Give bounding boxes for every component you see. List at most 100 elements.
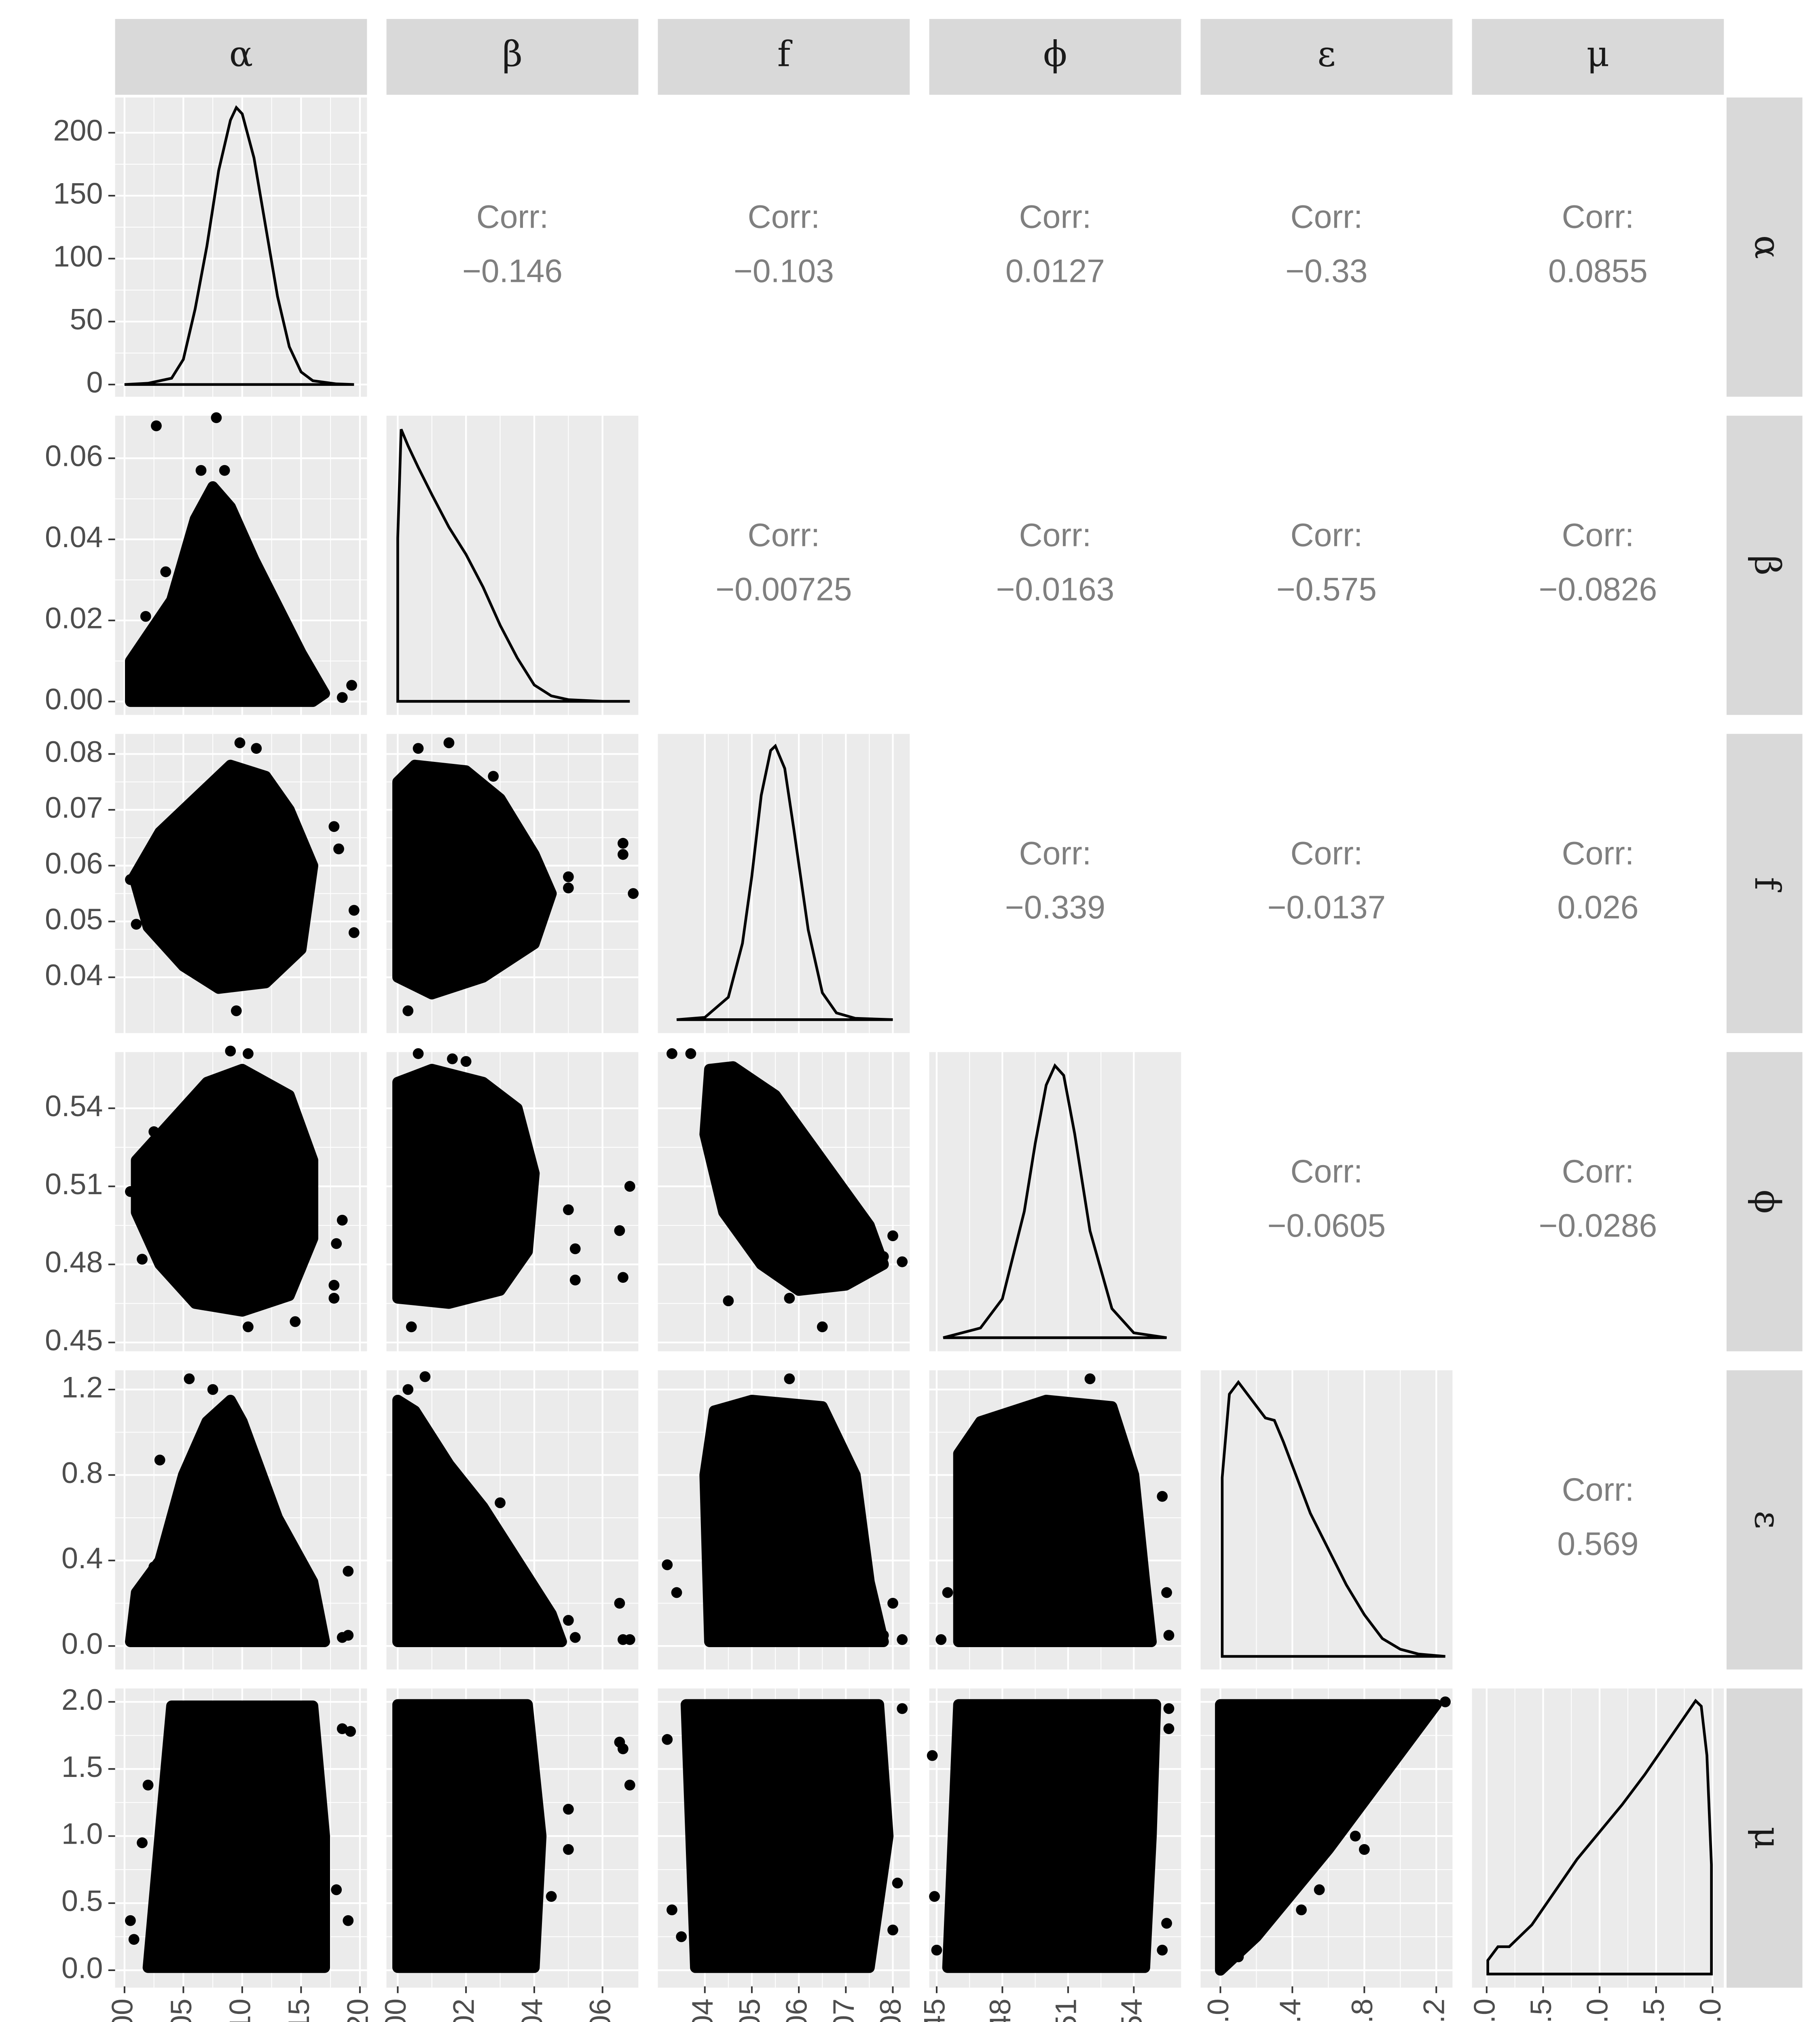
point [343, 1915, 354, 1926]
y-tick-label: 150 [53, 176, 103, 210]
point [685, 1048, 696, 1059]
corr-value: 0.569 [1557, 1526, 1638, 1562]
point [243, 1048, 254, 1059]
y-tick-label: 1.0 [61, 1817, 103, 1851]
y-tick-label: 0.06 [45, 439, 103, 473]
point [563, 1204, 574, 1215]
x-tick-label: 0.02 [447, 1999, 480, 2022]
panel-background [386, 415, 639, 715]
corr-value: −0.103 [734, 253, 834, 290]
point [617, 838, 629, 849]
x-tick-label: 0.0 [1201, 1999, 1235, 2022]
point [624, 1634, 635, 1645]
point-cloud [131, 1064, 318, 1317]
density-curve [124, 105, 354, 386]
point [234, 737, 245, 749]
point [569, 1243, 581, 1254]
y-tick-label: 0.07 [45, 791, 103, 824]
point [488, 771, 499, 782]
point [512, 1951, 523, 1963]
point [460, 1056, 472, 1067]
panel-background [115, 97, 367, 397]
point [125, 1915, 136, 1926]
x-tick-label: 0.015 [282, 1999, 315, 2022]
point [887, 1598, 898, 1609]
corr-value: −0.0605 [1268, 1208, 1386, 1244]
density-curve [676, 743, 893, 1021]
point [154, 1454, 165, 1466]
point [336, 692, 348, 703]
point-cloud [125, 481, 330, 707]
y-tick-label: 0.5 [61, 1884, 103, 1918]
point [137, 1587, 148, 1598]
point [563, 1844, 574, 1855]
row-strip-label: ϕ [1747, 1190, 1788, 1214]
corr-value: −0.00725 [715, 571, 852, 607]
point [328, 1292, 340, 1304]
column-strip [386, 19, 639, 95]
x-tick-label: 0.45 [917, 1999, 951, 2022]
y-tick-label: 50 [70, 302, 103, 336]
corr-value: −0.0286 [1539, 1208, 1657, 1244]
row-strip-label: ε [1747, 1511, 1788, 1529]
point [195, 465, 207, 476]
point [336, 1632, 348, 1643]
point [1161, 1918, 1172, 1929]
point-cloud [128, 759, 318, 994]
point [897, 1703, 908, 1714]
corr-value: −0.575 [1276, 571, 1377, 607]
x-tick-label: 0.54 [1115, 1999, 1148, 2022]
row-strip [1726, 1052, 1803, 1352]
point [628, 888, 639, 899]
x-tick-label: 0.010 [223, 1999, 256, 2022]
point [148, 1561, 160, 1573]
panel-background [1472, 1688, 1724, 1988]
point-cloud [142, 1700, 330, 1973]
point [137, 1254, 148, 1265]
corr-value: 0.026 [1557, 889, 1638, 926]
y-tick-label: 0.48 [45, 1245, 103, 1279]
corr-label: Corr: [1291, 199, 1363, 235]
point [662, 1734, 673, 1745]
point [336, 1723, 348, 1734]
point [1350, 1830, 1361, 1842]
point [1440, 1696, 1451, 1707]
point [546, 1891, 557, 1902]
row-strip [1726, 734, 1803, 1033]
y-tick-label: 0.04 [45, 520, 103, 554]
point [569, 1632, 581, 1643]
point [878, 1630, 889, 1641]
y-tick-label: 0.06 [45, 846, 103, 880]
x-tick-label: 0.8 [1345, 1999, 1379, 2022]
point [927, 1750, 938, 1761]
row-strip-label: β [1747, 555, 1788, 575]
y-tick-label: 0.51 [45, 1167, 103, 1201]
point [1163, 1703, 1175, 1714]
point [614, 1598, 625, 1609]
point [225, 1045, 236, 1057]
corr-label: Corr: [1019, 517, 1092, 553]
density-curve [943, 1063, 1167, 1339]
corr-label: Corr: [1562, 517, 1634, 553]
y-tick-label: 100 [53, 239, 103, 273]
point [128, 1934, 140, 1945]
point [563, 1804, 574, 1815]
y-tick-label: 0.8 [61, 1456, 103, 1489]
x-tick-label: 0.04 [686, 1999, 719, 2022]
row-strip [1726, 97, 1803, 397]
x-tick-label: 0.5 [1524, 1999, 1558, 2022]
point [1296, 1904, 1307, 1916]
point [723, 1295, 734, 1307]
point [419, 1371, 431, 1382]
point [137, 1837, 148, 1849]
y-tick-label: 0.02 [45, 601, 103, 635]
point [333, 843, 344, 854]
point [784, 1373, 795, 1384]
point-cloud [392, 1699, 547, 1973]
point [676, 1931, 687, 1942]
point [935, 1634, 947, 1645]
x-tick-label: 0.05 [732, 1999, 766, 2022]
corr-value: −0.339 [1005, 889, 1105, 926]
point [343, 1565, 354, 1577]
x-tick-label: 0.020 [341, 1999, 374, 2022]
